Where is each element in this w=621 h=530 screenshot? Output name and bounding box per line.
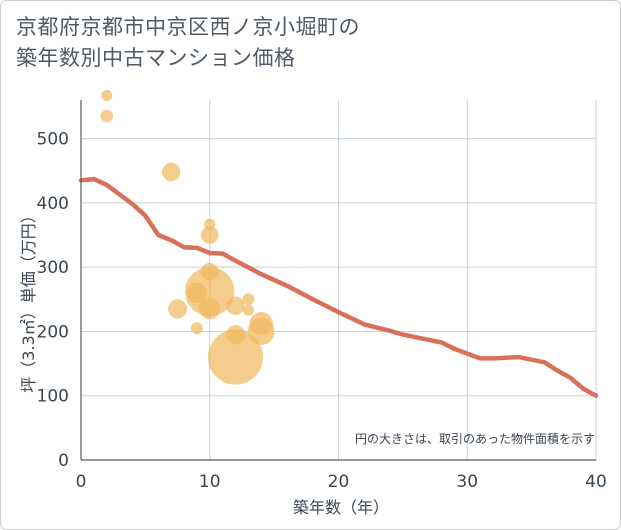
- x-tick-label: 30: [456, 472, 478, 492]
- bubble-point: [186, 282, 208, 304]
- chart-title-line-1: 京都府京都市中京区西ノ京小堀町の: [16, 15, 360, 39]
- y-tick-label: 0: [58, 451, 69, 471]
- y-axis-title: 坪（3.3㎡）単価（万円）: [19, 207, 38, 392]
- y-tick-label: 200: [37, 322, 69, 342]
- trend-series: [78, 176, 599, 398]
- bubble-point: [161, 162, 181, 182]
- bubble-point: [208, 329, 263, 385]
- bubble-point: [242, 304, 254, 316]
- y-tick-label: 500: [37, 130, 69, 150]
- y-tick-label: 300: [37, 258, 69, 278]
- bubble-point: [242, 293, 255, 306]
- chart-title-line-2: 築年数別中古マンション価格: [16, 46, 296, 70]
- grid-lines: [81, 100, 597, 460]
- x-tick-label: 10: [199, 472, 221, 492]
- y-tick-label: 400: [37, 194, 69, 214]
- x-axis-title: 築年数（年）: [293, 498, 389, 517]
- chart-title: 京都府京都市中京区西ノ京小堀町の 築年数別中古マンション価格: [16, 12, 360, 74]
- bubble-point: [226, 296, 245, 315]
- trend-line: [78, 176, 599, 398]
- bubble-point: [190, 322, 203, 335]
- bubble-point: [200, 226, 219, 244]
- x-tick-label: 0: [76, 472, 87, 492]
- axes: [80, 100, 596, 461]
- bubble-point: [168, 299, 188, 319]
- y-tick-label: 100: [37, 387, 69, 407]
- x-tick-label: 40: [585, 472, 607, 492]
- bubble-point: [100, 109, 114, 123]
- bubble-point: [101, 90, 113, 101]
- bubble-point: [199, 298, 221, 320]
- bubble-point: [185, 266, 235, 317]
- bubble-series: [100, 90, 275, 385]
- size-note: 円の大きさは、取引のあった物件面積を示す: [355, 431, 595, 446]
- x-tick-label: 20: [328, 472, 350, 492]
